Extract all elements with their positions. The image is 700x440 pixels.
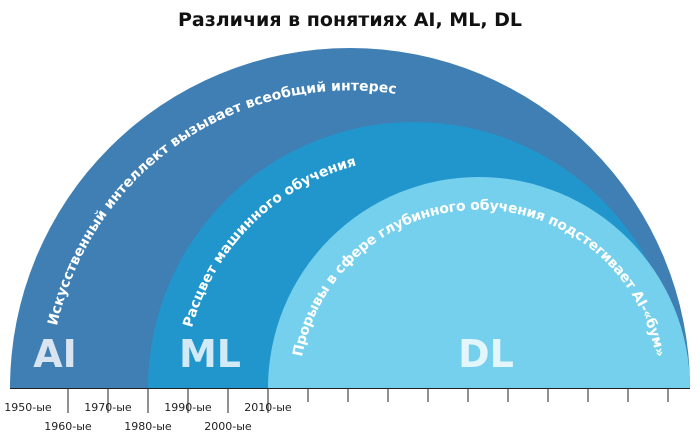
timeline-label: 2000-ые	[204, 420, 252, 433]
timeline-label: 1960-ые	[44, 420, 92, 433]
timeline: 1950-ые 1960-ые 1970-ые 1980-ые 1990-ые …	[4, 388, 690, 433]
title: Различия в понятиях AI, ML, DL	[178, 9, 522, 31]
ai-label: AI	[33, 332, 77, 376]
dl-label: DL	[458, 332, 514, 376]
timeline-label: 2010-ые	[244, 401, 292, 414]
ml-label: ML	[179, 332, 241, 376]
short-ticks	[307, 388, 669, 402]
dl-area	[268, 177, 690, 388]
timeline-label: 1970-ые	[84, 401, 132, 414]
timeline-label: 1980-ые	[124, 420, 172, 433]
timeline-label: 1990-ые	[164, 401, 212, 414]
timeline-label: 1950-ые	[4, 401, 52, 414]
